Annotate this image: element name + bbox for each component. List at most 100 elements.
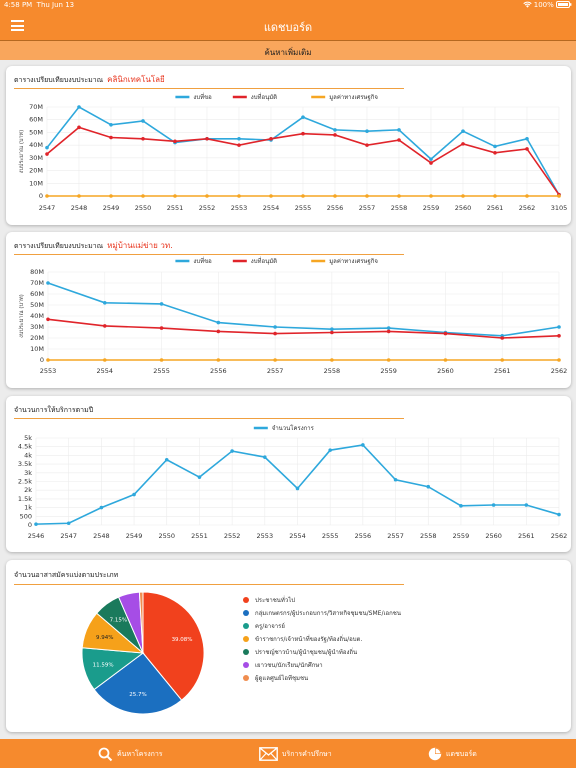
pie-legend: ประชาชนทั่วไป กลุ่มเกษตรกร/ผู้ประกอบการ/ว… [243,597,401,688]
data-point [102,324,107,328]
y-tick-label: 70M [30,279,44,287]
y-tick-label: 4k [24,451,32,459]
title-underline [14,88,404,89]
y-tick-label: 50M [30,301,44,309]
y-tick-label: 1k [24,504,32,512]
legend-label: งบที่อนุมัติ [251,257,277,265]
pie-data-label: 25.7% [129,692,146,698]
tab-dashboard[interactable]: แดชบอร์ด [428,745,477,763]
data-point [205,194,209,198]
data-point [557,325,561,329]
legend-dot [243,636,249,642]
data-point [557,194,561,198]
data-point [77,194,81,198]
series-line [47,282,560,337]
x-tick-label: 2560 [485,532,502,540]
card-title-text: จำนวนการให้บริการตามปี [14,406,94,414]
x-tick-label: 2554 [263,204,280,212]
data-point [429,161,433,165]
data-point [557,512,561,517]
legend-dot [243,662,249,668]
legend-label: ปราชญ์ชาวบ้าน/ผู้นำชุมชน/ผู้นำท้องถิ่น [255,649,358,656]
x-tick-label: 2558 [324,367,341,375]
y-tick-label: 0 [39,192,43,200]
x-tick-label: 2557 [359,204,376,212]
card-title-text: ตารางเปรียบเทียบงบประมาณ [14,242,104,250]
data-point [301,115,305,119]
card-title: จำนวนอาสาสมัครแบ่งตามประเภท [14,570,118,581]
data-point [386,358,391,362]
x-tick-label: 2554 [289,532,306,540]
y-tick-label: 3k [24,469,32,477]
data-point [443,358,448,362]
data-point [397,138,401,142]
y-tick-label: 2k [24,486,32,494]
y-tick-label: 0 [28,521,32,529]
x-tick-label: 2560 [455,204,472,212]
data-point [328,448,332,452]
data-point [426,484,431,489]
search-more-label: ค้นหาเพิ่มเติม [264,48,312,57]
data-point [159,302,164,306]
data-point [500,336,505,340]
x-tick-label: 2553 [257,532,274,540]
x-tick-label: 2554 [97,367,114,375]
y-tick-label: 4.5k [18,443,32,451]
y-tick-label: 20M [29,167,43,175]
data-point [330,327,334,331]
data-point [173,139,177,144]
card-title-text: จำนวนอาสาสมัครแบ่งตามประเภท [14,571,119,579]
data-point [295,486,300,491]
data-point [237,143,241,147]
data-point [269,194,273,198]
legend-dot [243,623,249,629]
data-point [397,194,401,198]
data-point [77,125,81,130]
x-tick-label: 2551 [167,204,184,212]
data-point [333,194,337,198]
budget-line-chart-2: 0 10M 20M 30M 40M 50M 60M 70M 80M 2553 2554 2555 255… [18,257,567,375]
tab-label: ค้นหาโครงการ [117,749,163,758]
legend-dot [243,597,249,603]
x-tick-label: 2561 [518,532,535,540]
y-tick-label: 1.5k [18,495,32,503]
data-point [461,194,465,198]
data-point [525,147,529,151]
x-tick-label: 2549 [103,204,120,212]
data-point [46,281,50,285]
tab-search-projects[interactable]: ค้นหาโครงการ [98,745,163,763]
budget-comparison-card-tech-clinic: ตารางเปรียบเทียบงบประมาณ คลินิกเทคโนโลยี … [6,66,571,225]
y-tick-label: 2.5k [18,478,32,486]
tab-consulting[interactable]: บริการคำปรึกษา [259,745,332,763]
pie-data-label: 9.94% [96,635,113,641]
x-tick-label: 2550 [158,532,175,540]
x-tick-label: 2558 [420,532,437,540]
status-bar: 4:58 PM Thu Jun 13 100% [0,0,576,11]
x-tick-label: 2553 [40,367,57,375]
legend-item: ข้าราชการ/เจ้าหน้าที่ของรัฐ/ท้องถิ่น/อบต… [243,636,401,649]
data-point [109,123,113,127]
legend-label: งบที่ขอ [193,93,212,101]
y-tick-label: 50M [29,128,43,136]
data-point [173,194,177,198]
hamburger-icon[interactable] [11,20,24,31]
legend-dot [243,675,249,681]
x-tick-label: 2561 [487,204,504,212]
data-point [361,443,365,447]
x-tick-label: 2562 [551,532,568,540]
search-more-bar[interactable]: ค้นหาเพิ่มเติม [0,40,576,60]
data-point [263,455,267,459]
y-axis-label: งบประมาณ (บาท) [18,130,25,174]
series-line [47,318,560,339]
legend-item: ปราชญ์ชาวบ้าน/ผู้นำชุมชน/ผู้นำท้องถิ่น [243,649,401,662]
x-tick-label: 2555 [322,532,339,540]
x-tick-label: 2561 [494,367,511,375]
title-underline [14,418,404,419]
data-point [141,194,145,198]
status-right: 100% [522,1,572,9]
legend-label: งบที่อนุมัติ [251,93,277,101]
x-tick-label: 2562 [519,204,536,212]
data-point [77,105,81,109]
x-tick-label: 2552 [199,204,216,212]
